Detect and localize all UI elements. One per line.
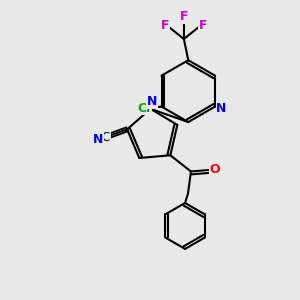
Text: O: O	[210, 164, 220, 176]
Text: F: F	[199, 19, 207, 32]
Text: F: F	[160, 19, 169, 32]
Text: F: F	[180, 11, 188, 23]
Text: C: C	[102, 131, 110, 144]
Text: N: N	[147, 95, 157, 108]
Text: N: N	[93, 133, 103, 146]
Text: Cl: Cl	[138, 101, 151, 115]
Text: N: N	[216, 101, 227, 115]
